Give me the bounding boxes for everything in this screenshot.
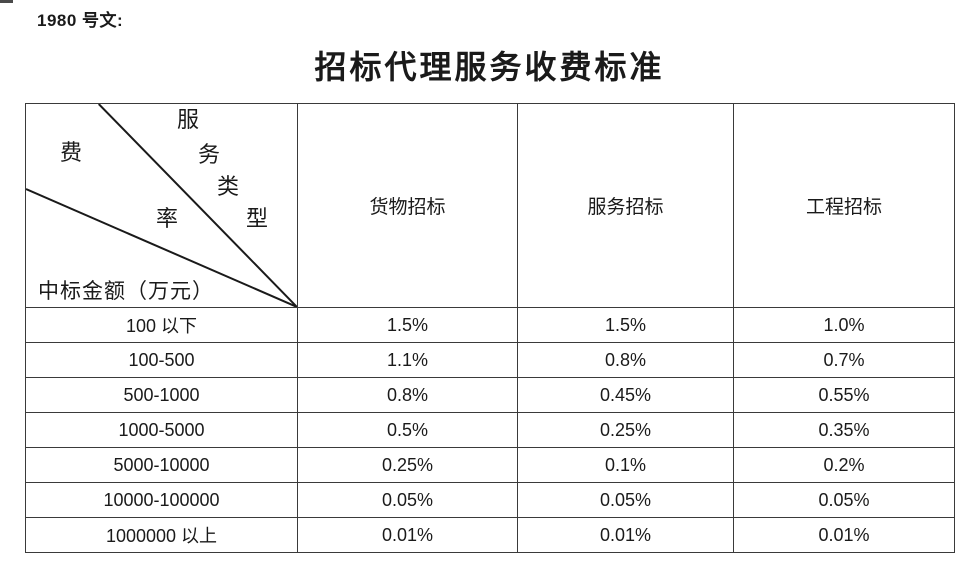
doc-number-label: 1980 号文: xyxy=(37,11,124,30)
rate-cell: 0.7% xyxy=(733,342,955,378)
column-header-goods: 货物招标 xyxy=(297,103,518,308)
rate-cell: 1.0% xyxy=(733,307,955,343)
service-type-char-4: 型 xyxy=(246,206,269,231)
rate-cell: 0.25% xyxy=(517,412,734,448)
table-row: 10000-100000 0.05% 0.05% 0.05% xyxy=(25,482,955,518)
fee-rate-char-1: 费 xyxy=(60,140,83,165)
rate-cell: 1.5% xyxy=(517,307,734,343)
column-header-engineering: 工程招标 xyxy=(733,103,955,308)
rate-cell: 0.01% xyxy=(517,517,734,553)
table-row: 1000-5000 0.5% 0.25% 0.35% xyxy=(25,412,955,448)
fee-table: 服 务 类 型 费 率 中标金额（万元） 货物招标 服务招标 工程招标 100 … xyxy=(25,103,955,553)
service-type-char-3: 类 xyxy=(217,174,240,199)
diagonal-line-upper xyxy=(98,104,297,307)
column-header-service: 服务招标 xyxy=(517,103,734,308)
rate-cell: 0.2% xyxy=(733,447,955,483)
table-row: 100-500 1.1% 0.8% 0.7% xyxy=(25,342,955,378)
amount-range-cell: 1000-5000 xyxy=(25,412,298,448)
rate-cell: 0.8% xyxy=(297,377,518,413)
service-type-char-1: 服 xyxy=(177,107,200,132)
amount-axis-label: 中标金额（万元） xyxy=(38,279,214,303)
rate-cell: 0.05% xyxy=(297,482,518,518)
table-row: 5000-10000 0.25% 0.1% 0.2% xyxy=(25,447,955,483)
amount-range-cell: 5000-10000 xyxy=(25,447,298,483)
diagonal-line-lower xyxy=(26,188,297,307)
page-title: 招标代理服务收费标准 xyxy=(314,49,665,85)
table-row: 100 以下 1.5% 1.5% 1.0% xyxy=(25,307,955,343)
table-row: 500-1000 0.8% 0.45% 0.55% xyxy=(25,377,955,413)
rate-cell: 0.25% xyxy=(297,447,518,483)
rate-cell: 0.01% xyxy=(733,517,955,553)
rate-cell: 0.05% xyxy=(733,482,955,518)
amount-range-cell: 500-1000 xyxy=(25,377,298,413)
fee-rate-char-2: 率 xyxy=(156,206,179,231)
amount-range-cell: 10000-100000 xyxy=(25,482,298,518)
rate-cell: 1.5% xyxy=(297,307,518,343)
rate-cell: 0.01% xyxy=(297,517,518,553)
header-row: 服 务 类 型 费 率 中标金额（万元） 货物招标 服务招标 工程招标 xyxy=(25,103,955,308)
rate-cell: 0.8% xyxy=(517,342,734,378)
rate-cell: 0.05% xyxy=(517,482,734,518)
screen-edge-artifact xyxy=(0,0,13,3)
rate-cell: 1.1% xyxy=(297,342,518,378)
rate-cell: 0.5% xyxy=(297,412,518,448)
rate-cell: 0.35% xyxy=(733,412,955,448)
rate-cell: 0.55% xyxy=(733,377,955,413)
rate-cell: 0.45% xyxy=(517,377,734,413)
table-row: 1000000 以上 0.01% 0.01% 0.01% xyxy=(25,517,955,553)
amount-range-cell: 1000000 以上 xyxy=(25,517,298,553)
amount-range-cell: 100-500 xyxy=(25,342,298,378)
diagonal-header-cell: 服 务 类 型 费 率 中标金额（万元） xyxy=(25,103,298,308)
diagonal-divider-lines xyxy=(26,104,297,307)
amount-range-cell: 100 以下 xyxy=(25,307,298,343)
service-type-char-2: 务 xyxy=(198,142,221,167)
rate-cell: 0.1% xyxy=(517,447,734,483)
